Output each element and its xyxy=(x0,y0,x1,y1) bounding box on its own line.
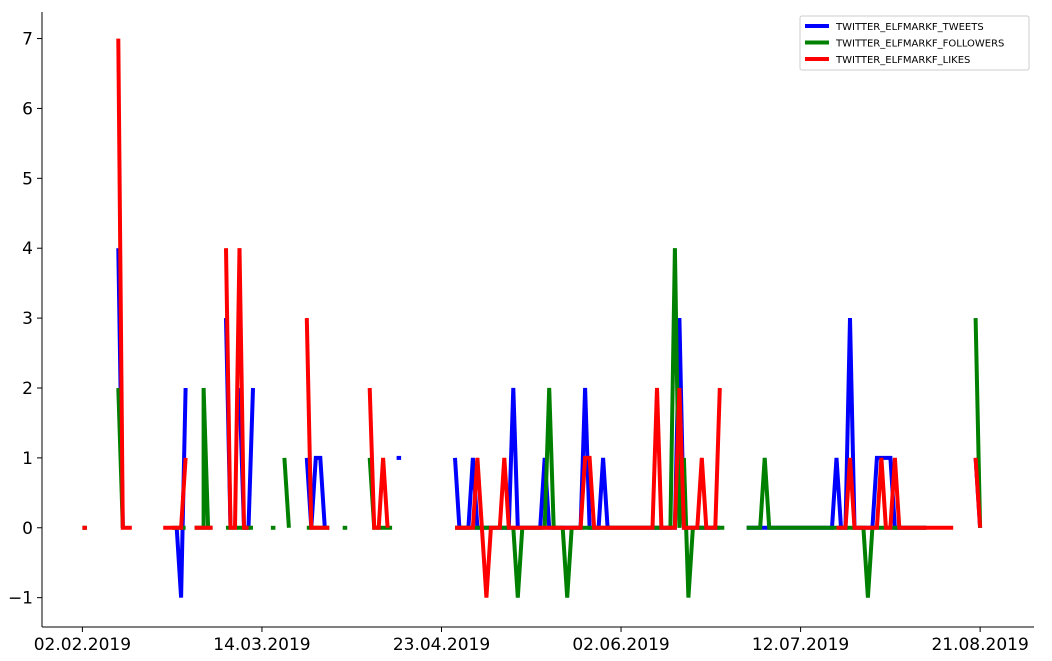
y-tick-label: 5 xyxy=(22,169,33,189)
series-line-segment xyxy=(282,457,291,528)
x-tick-label: 12.07.2019 xyxy=(752,635,849,655)
legend: TWITTER_ELFMARKF_TWEETS TWITTER_ELFMARKF_… xyxy=(799,15,1030,71)
y-tick-label: 6 xyxy=(22,99,33,119)
series-line-segment xyxy=(746,318,927,530)
series-line-segment xyxy=(836,457,954,530)
series-line-segment xyxy=(116,38,132,530)
x-tick-label: 23.04.2019 xyxy=(393,635,490,655)
series-line-segment xyxy=(163,457,188,530)
y-tick-label: −1 xyxy=(8,589,33,609)
legend-box xyxy=(799,15,1030,71)
series-line-segment xyxy=(973,457,983,528)
x-tick-label: 02.06.2019 xyxy=(572,635,669,655)
y-tick-label: 7 xyxy=(22,30,33,50)
series-line-segment xyxy=(224,248,249,530)
x-tick-label: 21.08.2019 xyxy=(931,635,1028,655)
x-tick-label: 02.02.2019 xyxy=(34,635,131,655)
legend-label: TWITTER_ELFMARKF_LIKES xyxy=(835,55,970,66)
series-line-segment xyxy=(455,248,725,598)
x-tick-label: 14.03.2019 xyxy=(213,635,310,655)
ticks-layer: −1 0 1 2 3 4 5 6 7 02.02.2019 14.03.2019 23.04.2019… xyxy=(8,30,1029,655)
axes-layer xyxy=(41,12,1034,628)
series-line-segment xyxy=(304,318,330,530)
y-tick-label: 4 xyxy=(22,239,33,259)
series-line-segment xyxy=(367,387,390,530)
series-line-segment xyxy=(455,387,722,598)
legend-label: TWITTER_ELFMARKF_FOLLOWERS xyxy=(835,39,1004,50)
series-twitter-elfmarkf-likes xyxy=(82,38,983,598)
y-tick-label: 1 xyxy=(22,449,33,469)
legend-items: TWITTER_ELFMARKF_TWEETS TWITTER_ELFMARKF_… xyxy=(805,22,1004,66)
series-twitter-elfmarkf-followers xyxy=(82,248,983,598)
y-tick-label: 0 xyxy=(22,519,33,539)
series-line-segment xyxy=(194,387,213,530)
legend-label: TWITTER_ELFMARKF_TWEETS xyxy=(835,22,984,33)
series-layer xyxy=(82,38,983,598)
y-tick-label: 2 xyxy=(22,379,33,399)
y-tick-label: 3 xyxy=(22,309,33,329)
